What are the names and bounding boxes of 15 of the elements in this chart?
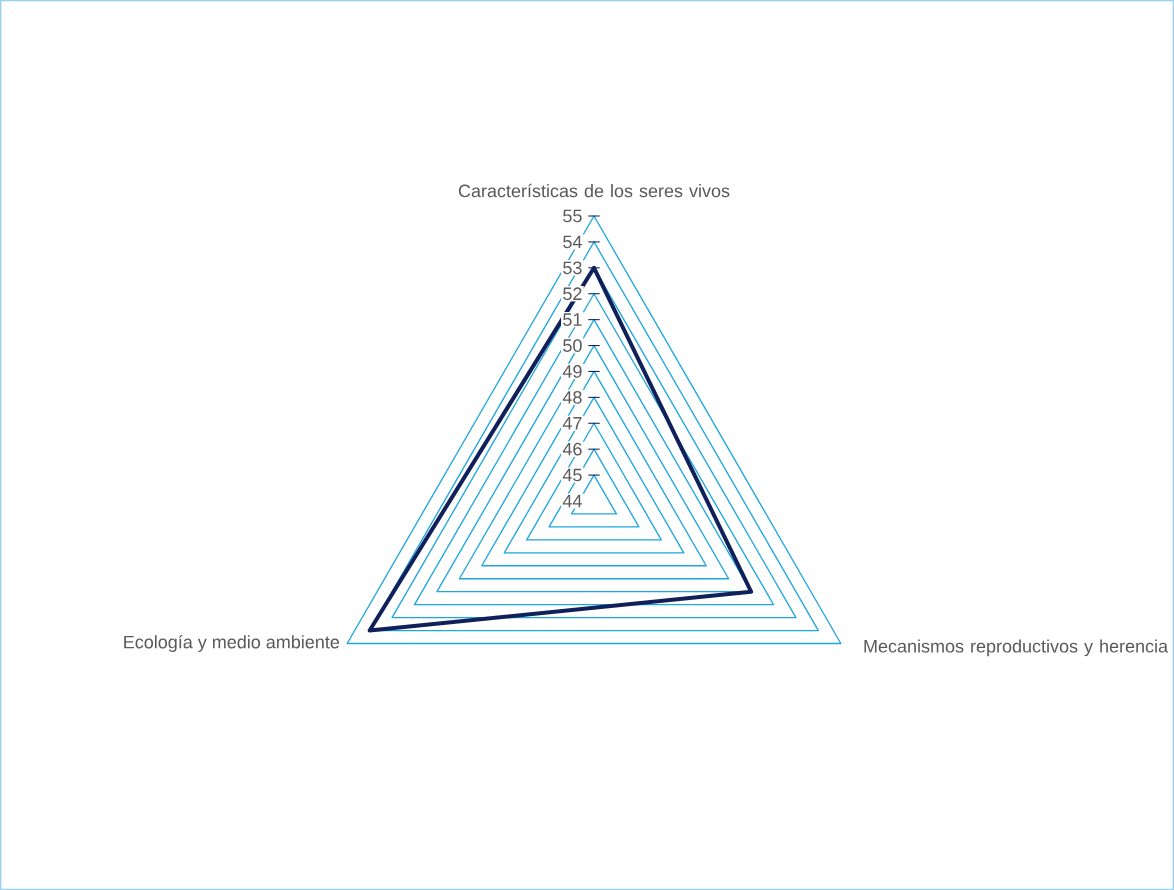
y-tick-label: 49 (562, 365, 582, 378)
spoke-label: Ecología y medio ambiente (124, 635, 340, 652)
y-tick-label: 51 (563, 313, 582, 326)
spoke-label: Características de los seres vivos (458, 183, 730, 198)
y-tick-label: 50 (563, 339, 582, 352)
y-tick-label: 52 (563, 287, 582, 301)
y-tick-label: 44 (562, 494, 582, 508)
y-tick-label: 46 (562, 442, 582, 456)
y-tick-label: 47 (562, 417, 582, 430)
y-tick-label: 48 (562, 390, 582, 404)
spoke-label: Mecanismos reproductivos y herencia (864, 639, 1169, 657)
y-tick-label: 53 (563, 261, 582, 275)
y-tick-label: 54 (563, 235, 582, 249)
y-tick-label: 45 (562, 468, 582, 482)
y-tick-label: 55 (563, 209, 582, 223)
